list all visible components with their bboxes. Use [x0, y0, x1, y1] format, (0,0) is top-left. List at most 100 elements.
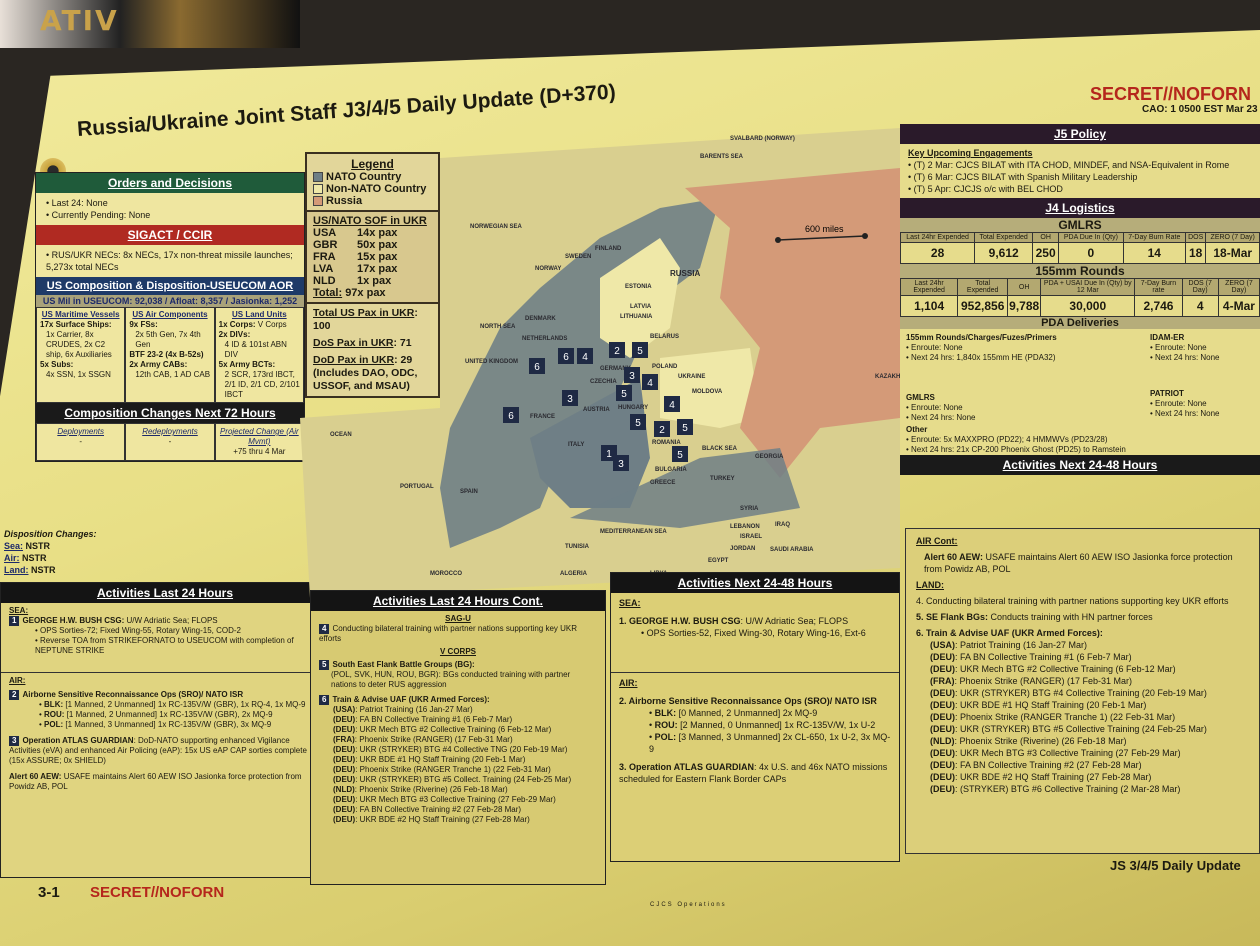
legend-title: Legend — [351, 157, 394, 171]
table-cell: 0 — [1058, 242, 1124, 264]
item-key: ROU: — [44, 710, 65, 719]
training-detail: : UKR BDE #2 HQ Staff Training (27 Feb-2… — [355, 815, 530, 824]
table-header: Total Expended — [957, 278, 1009, 296]
alert-text: USAFE maintains Alert 60 AEW ISO Jasionk… — [9, 772, 302, 791]
sof-total-label: Total: — [313, 287, 343, 299]
csg-name: 1. GEORGE H.W. BUSH CSG — [619, 616, 741, 626]
activity-marker: 2 — [609, 342, 625, 358]
total-pax-label: Total US Pax in UKR — [313, 307, 415, 319]
dos-pax: : 71 — [393, 337, 412, 349]
table-header: Total Expended — [974, 232, 1034, 243]
map-label: NETHERLANDS — [522, 336, 567, 342]
europe-map: 600 miles NORWEGIAN SEA BARENTS SEA NORTH … — [300, 128, 904, 598]
last24-header: Activities Last 24 Hours — [1, 583, 329, 603]
training-detail: : Patriot Training (16 Jan-27 Mar) — [955, 640, 1088, 650]
sof-country: FRA — [313, 251, 336, 263]
j4-header: J4 Logistics — [900, 198, 1260, 218]
activities-next48: Activities Next 24-48 Hours SEA: 1. GEOR… — [610, 572, 900, 862]
training-row: (DEU): UKR (STRYKER) BTG #5 Collect. Tra… — [333, 775, 597, 785]
activities-last24-cont: Activities Last 24 Hours Cont. SAG-U 4 Co… — [310, 590, 606, 885]
training-row: (NLD): Phoenix Strike (Riverine) (26 Feb… — [333, 785, 597, 795]
map-label: SVALBARD (NORWAY) — [730, 136, 795, 142]
line-key: BTF 23-2 (4x B-52s) — [129, 350, 204, 359]
bullet-line: 1x Carrier, 8x CRUDES, 2x C2 ship, 6x Au… — [46, 330, 112, 359]
activity-marker: 2 — [654, 421, 670, 437]
map-label: ITALY — [568, 442, 584, 448]
map-label: MEDITERRANEAN SEA — [600, 529, 667, 535]
training-row: (FRA): Phoenix Strike (RANGER) (17 Feb-3… — [930, 675, 1249, 687]
training-detail: : FA BN Collective Training #2 (27 Feb-2… — [955, 760, 1142, 770]
training-nation: (DEU) — [333, 725, 356, 734]
sof-total: 97x pax — [345, 287, 386, 299]
legend-label: NATO Country — [326, 171, 402, 183]
next48-header: Activities Next 24-48 Hours — [611, 573, 899, 593]
map-label: JORDAN — [730, 546, 755, 552]
marker-number: 2 — [659, 425, 665, 436]
table-cell: 9,788 — [1007, 295, 1042, 317]
land-item-5-head: 5. SE Flank BGs: — [916, 612, 989, 622]
marker-number: 6 — [534, 362, 540, 373]
train-heading: Train & Advise UAF (UKR Armed Forces): — [332, 695, 490, 704]
last24c-header: Activities Last 24 Hours Cont. — [311, 591, 605, 611]
item-number: 2 — [9, 690, 20, 700]
training-nation: (DEU) — [930, 748, 955, 758]
training-nation: (DEU) — [930, 784, 955, 794]
dod-pax-label: DoD Pax in UKR — [313, 354, 395, 366]
activity-marker: 5 — [632, 342, 648, 358]
list-item: POL: [1 Manned, 3 Unmanned] 1x RC-135V/W… — [39, 720, 321, 730]
table-header: Last 24hr Expended — [899, 232, 976, 243]
disposition-row: Air: NSTR — [4, 552, 304, 564]
item-key: BLK: — [654, 708, 677, 718]
training-row: (DEU): UKR BDE #2 HQ Staff Training (27 … — [333, 815, 597, 825]
csg-name: GEORGE H.W. BUSH CSG: — [22, 616, 125, 625]
dos-pax-label: DoS Pax in UKR — [313, 337, 394, 349]
atlas-heading: 3. Operation ATLAS GUARDIAN — [619, 762, 755, 772]
training-nation: (DEU) — [333, 715, 356, 724]
disposition-changes: Disposition Changes: Sea: NSTR Air: NSTR L… — [4, 528, 304, 576]
line-key: 2x Army CABs: — [129, 360, 188, 369]
activity-marker: 3 — [562, 390, 578, 406]
pda-group: OtherEnroute: 5x MAXXPRO (PD22); 4 HMMWV… — [906, 425, 1251, 455]
table-header: PDA + USAI Due In (Qty) by 12 Mar — [1040, 278, 1136, 296]
orders-list: Last 24: NoneCurrently Pending: None — [36, 193, 304, 225]
training-detail: : Phoenix Strike (RANGER Tranche 1) (22 … — [355, 765, 551, 774]
training-row: (DEU): UKR BDE #1 HQ Staff Training (20 … — [930, 699, 1249, 711]
pda-item: Next 24 hrs: None — [1150, 353, 1255, 363]
training-detail: : UKR BDE #1 HQ Staff Training (20 Feb-1… — [355, 755, 526, 764]
sro-items: BLK: [0 Manned, 2 Unmanned] 2x MQ-9ROU: … — [619, 707, 891, 755]
marker-number: 3 — [618, 459, 624, 470]
training-nation: (DEU) — [333, 805, 356, 814]
pda-group-title: Other — [906, 425, 928, 434]
pda-items: Enroute: NoneNext 24 hrs: 1,840x 155mm H… — [906, 343, 1141, 363]
line-key: 9x FSs: — [129, 320, 158, 329]
marker-number: 6 — [563, 352, 569, 363]
map-label: DENMARK — [525, 316, 556, 322]
column-title: US Maritime Vessels — [41, 310, 120, 319]
item-number: 1 — [9, 616, 20, 626]
training-detail: : UKR (STRYKER) BTG #4 Collective TNG (2… — [355, 745, 568, 754]
training-nation: (DEU) — [333, 755, 356, 764]
legend-item: NATO Country — [313, 171, 432, 183]
training-detail: : Phoenix Strike (RANGER) (17 Feb-31 Mar… — [954, 676, 1133, 686]
disposition-row: Sea: NSTR — [4, 540, 304, 552]
nato-turkey — [570, 448, 800, 528]
bold-line: 5x Army BCTs: — [219, 360, 300, 370]
table-header: PDA Due In (Qty) — [1058, 232, 1124, 243]
bold-line: 2x DIVs: — [219, 330, 300, 340]
item-number: 4 — [319, 624, 330, 634]
training-detail: : Phoenix Strike (RANGER) (17 Feb-31 Mar… — [354, 735, 513, 744]
training-nation: (NLD) — [930, 736, 955, 746]
dod-pax: : 29 — [394, 354, 413, 366]
map-label: AUSTRIA — [583, 407, 610, 413]
sof-row: LVA 17x pax — [313, 263, 432, 275]
magazine-text: ATIV — [40, 4, 119, 37]
sof-row: NLD 1x pax — [313, 275, 432, 287]
classification-bottom: SECRET//NOFORN — [90, 884, 225, 901]
sof-row: GBR 50x pax — [313, 239, 432, 251]
pda-group: IDAM-EREnroute: NoneNext 24 hrs: None — [1150, 333, 1255, 363]
marker-number: 5 — [635, 418, 641, 429]
map-label: CZECHIA — [590, 379, 617, 385]
bold-line: 5x Subs: — [40, 360, 121, 370]
disposition-value: NSTR — [22, 553, 47, 563]
marker-number: 4 — [582, 352, 588, 363]
